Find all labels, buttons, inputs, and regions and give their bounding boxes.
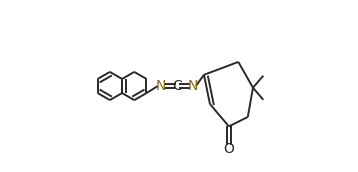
Text: N: N xyxy=(188,79,198,93)
Text: C: C xyxy=(173,79,182,93)
Text: O: O xyxy=(223,142,234,156)
Text: N: N xyxy=(156,79,166,93)
